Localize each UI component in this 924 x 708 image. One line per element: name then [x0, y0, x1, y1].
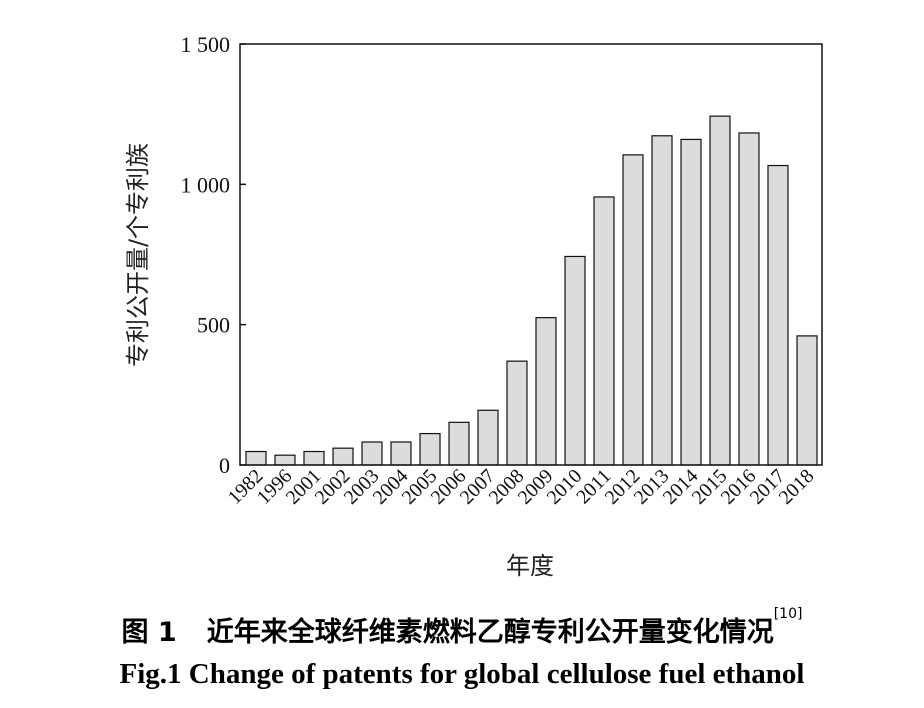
caption-english: Fig.1 Change of patents for global cellu… — [119, 658, 805, 690]
caption-cn-text: 近年来全球纤维素燃料乙醇专利公开量变化情况 — [206, 617, 774, 648]
bar-2014 — [680, 138, 702, 466]
plot-frame — [239, 43, 823, 466]
bar-2008 — [506, 360, 528, 466]
bar-2005 — [419, 432, 441, 466]
x-tick-label: 2018 — [775, 465, 819, 509]
y-tick-label: 1 500 — [181, 32, 231, 57]
caption-chinese: 图 1 近年来全球纤维素燃料乙醇专利公开量变化情况[10] — [0, 606, 924, 649]
bar-1982 — [245, 450, 267, 466]
bar-2007 — [477, 409, 499, 466]
bar-2009 — [535, 317, 557, 466]
bar-2004 — [390, 441, 412, 466]
bar-2011 — [593, 196, 615, 466]
y-axis-title: 专利公开量/个专利族 — [124, 143, 152, 367]
x-axis-title: 年度 — [506, 552, 554, 580]
bar-2017 — [767, 164, 789, 466]
bar-2006 — [448, 421, 470, 466]
bar-2012 — [622, 154, 644, 466]
bar-2010 — [564, 255, 586, 466]
y-tick-label: 0 — [219, 453, 230, 478]
y-axis: 0 500 1 000 1 500 — [181, 32, 246, 478]
bar-1996 — [274, 454, 296, 466]
bar-2003 — [361, 441, 383, 466]
y-tick-label: 500 — [197, 313, 230, 338]
caption-cn-reference: [10] — [773, 606, 803, 622]
x-axis: 1982199620012002200320042005200620072008… — [224, 465, 819, 509]
bar-2016 — [738, 132, 760, 466]
bar-2018 — [796, 335, 818, 466]
patent-bar-chart: 0 500 1 000 1 500 1982199620012002200320042… — [124, 32, 823, 580]
y-tick-label: 1 000 — [181, 172, 231, 197]
bar-2013 — [651, 135, 673, 466]
bar-2001 — [303, 450, 325, 466]
bar-2015 — [709, 115, 731, 466]
caption-cn-label: 图 1 — [121, 617, 177, 648]
bars-group — [245, 115, 818, 466]
bar-2002 — [332, 447, 354, 466]
